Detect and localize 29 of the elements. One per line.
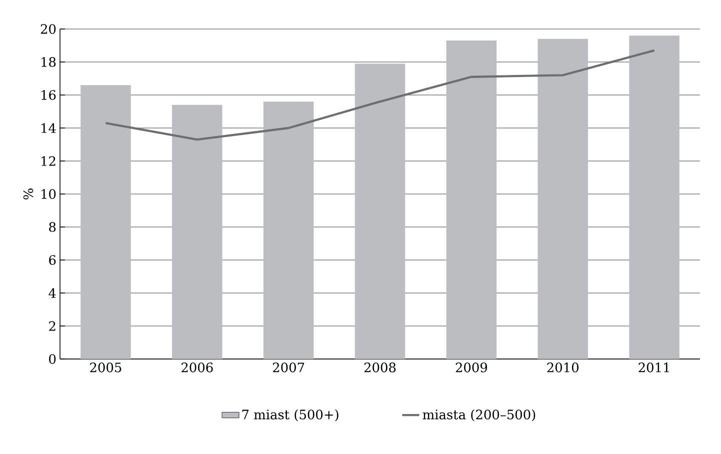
bar <box>354 64 406 359</box>
x-tick-label: 2009 <box>456 362 488 372</box>
x-tick-label: 2007 <box>272 362 304 372</box>
legend-label: miasta (200–500) <box>422 409 536 422</box>
y-tick-label: 12 <box>42 156 56 166</box>
y-tick-label: 8 <box>49 222 56 232</box>
y-tick-label: 0 <box>49 354 56 364</box>
x-tick-label: 2005 <box>90 362 122 372</box>
x-tick-label: 2008 <box>364 362 396 372</box>
bar <box>629 36 680 359</box>
line-series <box>104 49 656 141</box>
x-tick-label: 2006 <box>182 362 213 372</box>
bar <box>172 104 222 359</box>
legend-label: 7 miast (500+) <box>242 409 338 422</box>
y-tick-label: 14 <box>42 123 56 133</box>
bar <box>446 40 497 359</box>
y-tick-label: 10 <box>42 189 56 199</box>
y-tick-label: 2 <box>49 321 56 331</box>
bar <box>538 38 588 359</box>
x-tick-label: 2011 <box>638 362 669 372</box>
y-tick-label: 20 <box>40 24 56 34</box>
y-axis-title: % <box>23 188 34 200</box>
y-tick-label: 6 <box>49 255 56 265</box>
bar <box>80 85 131 359</box>
bar <box>263 102 314 359</box>
y-tick-label: 18 <box>42 57 56 67</box>
y-tick-label: 16 <box>42 90 56 100</box>
y-tick-label: 4 <box>48 288 56 298</box>
x-tick-label: 2010 <box>547 362 578 372</box>
